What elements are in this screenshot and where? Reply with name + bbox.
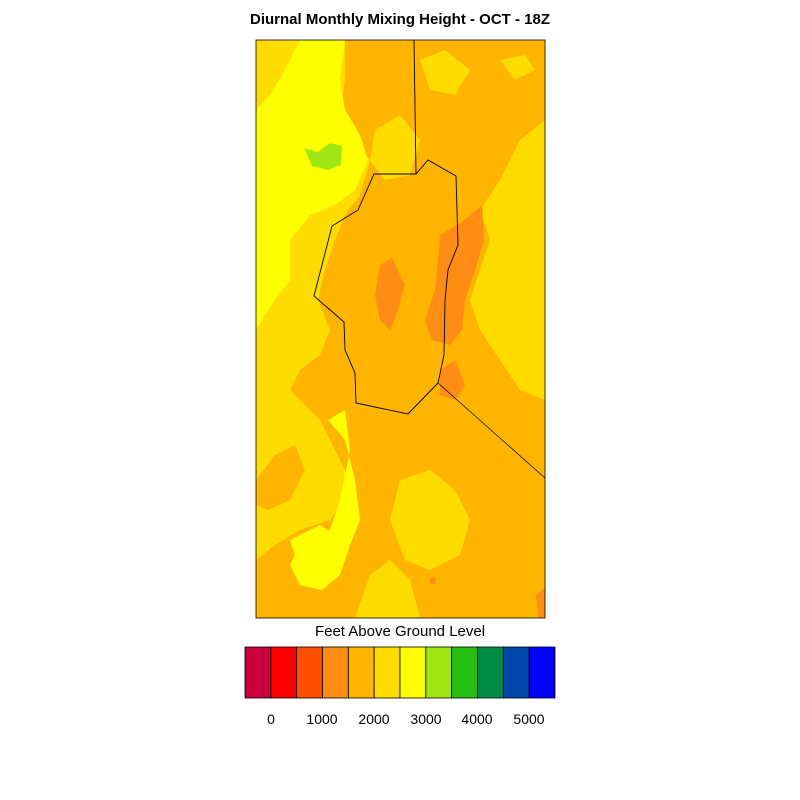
chart-title: Diurnal Monthly Mixing Height - OCT - 18… bbox=[250, 11, 550, 28]
region-light-orange-southwest bbox=[256, 445, 305, 510]
colorbar-swatch bbox=[373, 646, 401, 699]
colorbar-swatch bbox=[296, 646, 323, 699]
region-yellow-west bbox=[256, 40, 368, 330]
colorbar-swatch bbox=[399, 646, 427, 699]
county-boundary-outline bbox=[313, 159, 459, 415]
region-yellow-south-2 bbox=[290, 525, 335, 570]
region-orange-east bbox=[425, 205, 484, 345]
region-gold-center bbox=[370, 115, 420, 180]
colorbar-swatch bbox=[270, 646, 298, 699]
colorbar-tick-label: 1000 bbox=[306, 711, 338, 727]
county-boundary-north bbox=[413, 39, 417, 175]
region-orange-corner bbox=[536, 588, 545, 618]
colorbar-tick-label: 2000 bbox=[358, 711, 390, 727]
colorbar-tick-label: 3000 bbox=[410, 711, 442, 727]
colorbar-tick-label: 4000 bbox=[461, 711, 493, 727]
colorbar-tick-label: 5000 bbox=[513, 711, 545, 727]
legend-title: Feet Above Ground Level bbox=[314, 623, 486, 640]
region-gold-west-inset bbox=[256, 40, 300, 110]
colorbar-tick-label: 0 bbox=[267, 711, 275, 727]
region-gold-north bbox=[420, 50, 470, 95]
colorbar-swatch bbox=[322, 646, 349, 699]
region-gold-east-1 bbox=[470, 120, 545, 400]
boundary-southeast bbox=[437, 382, 546, 479]
colorbar-swatch bbox=[477, 646, 504, 699]
region-green bbox=[304, 143, 342, 170]
region-light-orange-east bbox=[256, 40, 545, 618]
colorbar-swatch bbox=[347, 646, 375, 699]
colorbar-swatch bbox=[244, 646, 272, 699]
colorbar-swatch bbox=[502, 646, 530, 699]
region-gold-east-2 bbox=[390, 470, 470, 570]
colorbar-swatch bbox=[528, 646, 556, 699]
plot-frame bbox=[255, 39, 546, 619]
region-orange-center bbox=[375, 258, 405, 330]
region-gold-northeast bbox=[500, 55, 535, 80]
colorbar-swatch bbox=[451, 646, 478, 699]
colorbar-swatch bbox=[425, 646, 453, 699]
region-orange-tiny bbox=[430, 578, 436, 584]
